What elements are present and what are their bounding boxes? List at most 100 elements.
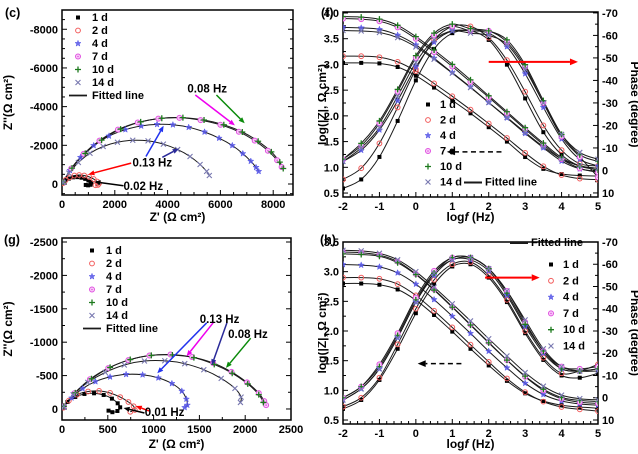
legend-f: 1 d 2 d 4 d 7 d 10 d 14 d Fitted line bbox=[424, 99, 537, 189]
series-1 d-logZ bbox=[343, 281, 598, 411]
series-14 d-phase bbox=[343, 28, 598, 165]
svg-text:Fitted line: Fitted line bbox=[485, 177, 537, 189]
svg-text:10 d: 10 d bbox=[106, 297, 128, 309]
fitted-line-f bbox=[343, 16, 598, 171]
svg-text:3: 3 bbox=[522, 428, 528, 440]
svg-text:7 d: 7 d bbox=[92, 51, 108, 63]
series-4 d-logZ bbox=[343, 23, 598, 175]
svg-text:-1: -1 bbox=[375, 201, 385, 213]
svg-text:1500: 1500 bbox=[187, 424, 211, 436]
svg-text:4.0: 4.0 bbox=[324, 8, 339, 20]
svg-text:-20: -20 bbox=[602, 120, 618, 132]
svg-text:-1500: -1500 bbox=[30, 304, 58, 316]
annotation-g-1: 0.08 Hz bbox=[225, 329, 268, 368]
svg-text:0.13 Hz: 0.13 Hz bbox=[200, 314, 240, 326]
svg-text:-2500: -2500 bbox=[30, 237, 58, 249]
svg-text:5: 5 bbox=[595, 428, 601, 440]
annotation-c-2: 0.02 Hz bbox=[94, 180, 163, 193]
series-4 d-logZ bbox=[343, 260, 598, 409]
axis-arrow-f-0 bbox=[488, 58, 578, 66]
series-10 d-logZ bbox=[343, 250, 598, 405]
series-group-f bbox=[343, 13, 598, 191]
svg-text:-30: -30 bbox=[602, 326, 618, 338]
fitted-line-h bbox=[343, 260, 598, 408]
svg-text:3.0: 3.0 bbox=[324, 59, 339, 71]
series-14 d-phase bbox=[343, 254, 598, 403]
svg-text:-10: -10 bbox=[602, 143, 618, 155]
svg-text:-10: -10 bbox=[602, 370, 618, 382]
svg-text:2 d: 2 d bbox=[440, 115, 456, 127]
svg-text:Z''(Ω cm²): Z''(Ω cm²) bbox=[1, 75, 15, 130]
svg-text:0: 0 bbox=[52, 404, 58, 416]
svg-text:-2: -2 bbox=[338, 428, 348, 440]
svg-text:4: 4 bbox=[559, 428, 566, 440]
svg-text:-20: -20 bbox=[602, 348, 618, 360]
svg-text:-40: -40 bbox=[602, 304, 618, 316]
svg-text:1: 1 bbox=[449, 201, 455, 213]
svg-text:-60: -60 bbox=[602, 30, 618, 42]
svg-text:0: 0 bbox=[413, 201, 419, 213]
svg-text:-60: -60 bbox=[602, 259, 618, 271]
svg-text:-70: -70 bbox=[602, 8, 618, 20]
svg-text:0: 0 bbox=[52, 179, 58, 191]
svg-text:0.02 Hz: 0.02 Hz bbox=[123, 181, 163, 193]
svg-text:3.5: 3.5 bbox=[324, 237, 339, 249]
axis-arrow-f-1 bbox=[446, 148, 502, 156]
svg-text:10 d: 10 d bbox=[440, 161, 462, 173]
svg-text:8000: 8000 bbox=[261, 199, 285, 211]
svg-text:0: 0 bbox=[602, 165, 608, 177]
svg-text:10: 10 bbox=[602, 188, 614, 200]
svg-text:14 d: 14 d bbox=[92, 77, 114, 89]
svg-text:-40: -40 bbox=[602, 75, 618, 87]
svg-text:0: 0 bbox=[602, 393, 608, 405]
svg-text:Phase (degree): Phase (degree) bbox=[628, 61, 638, 147]
svg-text:3: 3 bbox=[522, 201, 528, 213]
svg-text:Fitted line: Fitted line bbox=[531, 237, 583, 249]
svg-text:-1000: -1000 bbox=[30, 337, 58, 349]
axes-f: -2 -1 0 1 2 3 4 50.51.01.52.02.53.03.54.0100-10… bbox=[315, 8, 638, 224]
svg-text:2: 2 bbox=[486, 428, 492, 440]
svg-text:Z' (Ω cm²): Z' (Ω cm²) bbox=[150, 210, 206, 224]
chart-svg-c: 0 2000 4000 6000 8000 0 -2000 -4000 -6000 -8000 Z'… bbox=[1, 6, 294, 224]
annotation-g-0: 0.13 Hz bbox=[157, 314, 240, 374]
series-group-c bbox=[62, 114, 287, 189]
svg-text:2500: 2500 bbox=[279, 424, 303, 436]
svg-text:Z''(Ω cm²): Z''(Ω cm²) bbox=[1, 301, 15, 356]
series-group-g bbox=[62, 351, 270, 415]
series-2 d bbox=[62, 172, 102, 189]
svg-text:-70: -70 bbox=[602, 237, 618, 249]
svg-text:4 d: 4 d bbox=[440, 130, 456, 142]
svg-text:-500: -500 bbox=[36, 371, 58, 383]
chart-svg-h: -2 -1 0 1 2 3 4 50.51.01.52.02.53.03.5100-10-20… bbox=[315, 233, 638, 451]
svg-text:Z' (Ω cm²): Z' (Ω cm²) bbox=[149, 437, 205, 451]
svg-text:14 d: 14 d bbox=[563, 341, 585, 353]
axis-arrow-h-0 bbox=[485, 274, 540, 281]
svg-text:4 d: 4 d bbox=[106, 271, 122, 283]
svg-text:2 d: 2 d bbox=[92, 25, 108, 37]
svg-text:10 d: 10 d bbox=[563, 324, 585, 336]
svg-text:4 d: 4 d bbox=[92, 38, 108, 50]
svg-text:3.0: 3.0 bbox=[324, 267, 339, 279]
fitted-line-f bbox=[343, 55, 598, 181]
series-group-h bbox=[343, 247, 598, 415]
fitted-line-f bbox=[343, 26, 598, 172]
svg-text:6000: 6000 bbox=[208, 199, 232, 211]
svg-text:5: 5 bbox=[595, 201, 601, 213]
fitted-line-h bbox=[343, 277, 598, 412]
series-4 d bbox=[62, 370, 192, 411]
panel-bode-h: -2 -1 0 1 2 3 4 5 0.5 1.0 1.5 2.0 2.5 3.0 3.5 10 0 -10 -20… bbox=[315, 227, 638, 454]
svg-text:2.5: 2.5 bbox=[324, 85, 339, 97]
panel-nyquist-g: 0 500 1000 1500 2000 2500 0 -500 -1000 -1500 -2000… bbox=[0, 227, 318, 454]
svg-text:2: 2 bbox=[486, 201, 492, 213]
svg-text:14 d: 14 d bbox=[106, 310, 128, 322]
svg-text:2000: 2000 bbox=[103, 199, 127, 211]
svg-text:log(|Z|, Ω cm²): log(|Z|, Ω cm²) bbox=[318, 293, 329, 374]
series-1 d-logZ bbox=[343, 60, 598, 179]
panel-nyquist-c: 0 2000 4000 6000 8000 0 -2000 -4000 -6000 -8000 Z'… bbox=[0, 0, 318, 227]
svg-text:0.08 Hz: 0.08 Hz bbox=[228, 329, 268, 341]
svg-text:-50: -50 bbox=[602, 53, 618, 65]
svg-text:10 d: 10 d bbox=[92, 64, 114, 76]
annotation-g-2: 0.01 Hz bbox=[123, 405, 185, 419]
svg-text:4000: 4000 bbox=[155, 199, 179, 211]
